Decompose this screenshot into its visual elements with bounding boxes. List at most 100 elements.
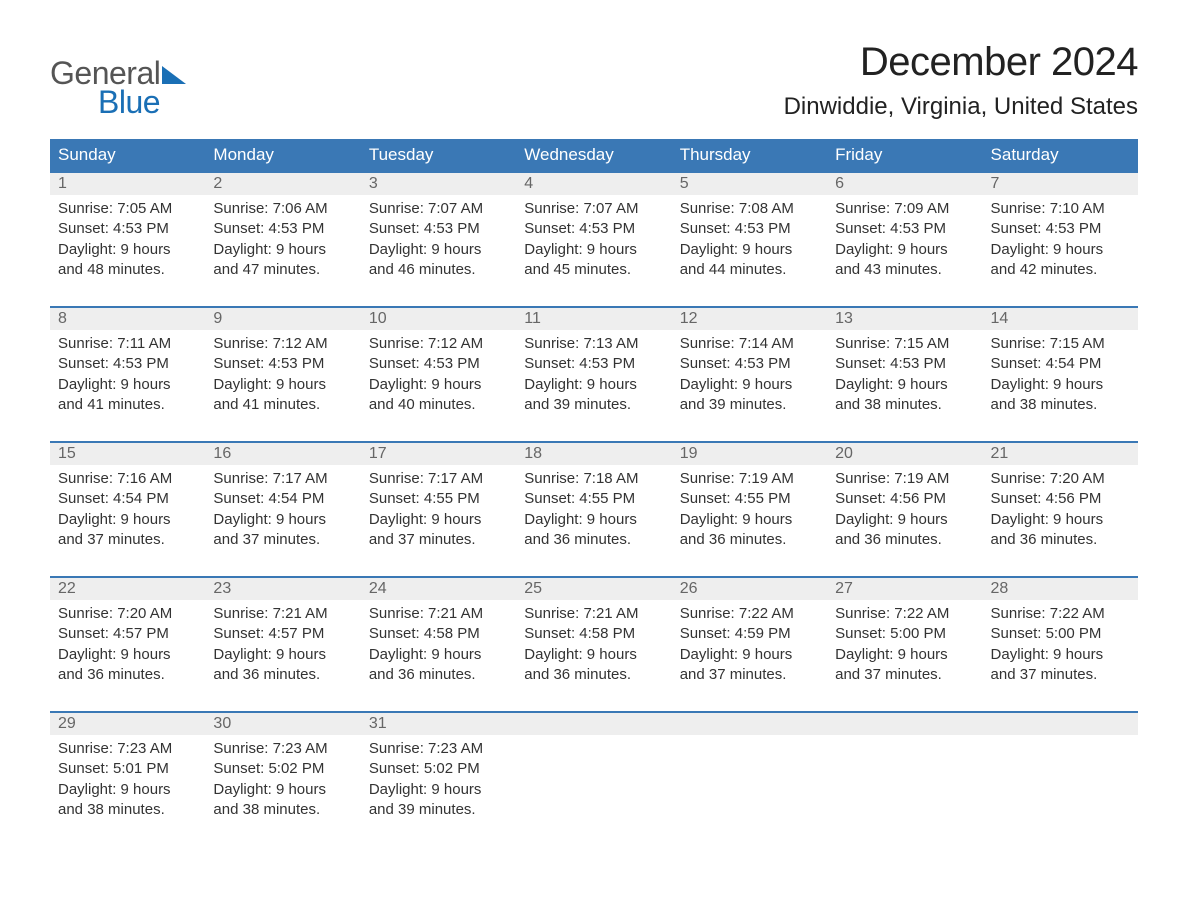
day-number-cell: 29 — [50, 712, 205, 735]
day-header: Sunday — [50, 139, 205, 172]
month-title: December 2024 — [50, 40, 1138, 85]
day-body-cell: Sunrise: 7:22 AMSunset: 5:00 PMDaylight:… — [827, 600, 982, 712]
sunrise-text: Sunrise: 7:08 AM — [680, 199, 819, 219]
daylight-text-line1: Daylight: 9 hours — [369, 240, 508, 260]
day-body-cell: Sunrise: 7:22 AMSunset: 4:59 PMDaylight:… — [672, 600, 827, 712]
day-body-row: Sunrise: 7:16 AMSunset: 4:54 PMDaylight:… — [50, 465, 1138, 577]
day-body-cell: Sunrise: 7:11 AMSunset: 4:53 PMDaylight:… — [50, 330, 205, 442]
sunset-text: Sunset: 4:56 PM — [991, 489, 1130, 509]
day-number-cell: 18 — [516, 442, 671, 465]
sunset-text: Sunset: 4:55 PM — [680, 489, 819, 509]
sunrise-text: Sunrise: 7:20 AM — [58, 604, 197, 624]
day-header: Thursday — [672, 139, 827, 172]
sunset-text: Sunset: 4:53 PM — [58, 219, 197, 239]
day-number-row: 293031 — [50, 712, 1138, 735]
sunrise-text: Sunrise: 7:06 AM — [213, 199, 352, 219]
daylight-text-line1: Daylight: 9 hours — [991, 510, 1130, 530]
daylight-text-line2: and 41 minutes. — [213, 395, 352, 415]
day-number-cell: 22 — [50, 577, 205, 600]
day-header: Wednesday — [516, 139, 671, 172]
day-number-cell: 6 — [827, 172, 982, 195]
day-number-cell: 16 — [205, 442, 360, 465]
sunset-text: Sunset: 4:54 PM — [213, 489, 352, 509]
day-number-cell: 12 — [672, 307, 827, 330]
daylight-text-line2: and 46 minutes. — [369, 260, 508, 280]
sunset-text: Sunset: 4:53 PM — [369, 219, 508, 239]
day-body-cell: Sunrise: 7:19 AMSunset: 4:56 PMDaylight:… — [827, 465, 982, 577]
sunset-text: Sunset: 4:57 PM — [213, 624, 352, 644]
day-body-cell: Sunrise: 7:14 AMSunset: 4:53 PMDaylight:… — [672, 330, 827, 442]
daylight-text-line1: Daylight: 9 hours — [58, 375, 197, 395]
daylight-text-line1: Daylight: 9 hours — [991, 645, 1130, 665]
sunset-text: Sunset: 4:59 PM — [680, 624, 819, 644]
day-header: Tuesday — [361, 139, 516, 172]
daylight-text-line1: Daylight: 9 hours — [524, 240, 663, 260]
daylight-text-line1: Daylight: 9 hours — [369, 510, 508, 530]
daylight-text-line2: and 39 minutes. — [524, 395, 663, 415]
daylight-text-line1: Daylight: 9 hours — [991, 375, 1130, 395]
sunrise-text: Sunrise: 7:09 AM — [835, 199, 974, 219]
day-number-cell: 24 — [361, 577, 516, 600]
sunset-text: Sunset: 4:58 PM — [524, 624, 663, 644]
daylight-text-line2: and 38 minutes. — [835, 395, 974, 415]
daylight-text-line1: Daylight: 9 hours — [680, 510, 819, 530]
day-body-cell: Sunrise: 7:19 AMSunset: 4:55 PMDaylight:… — [672, 465, 827, 577]
day-number-cell: 25 — [516, 577, 671, 600]
day-body-cell: Sunrise: 7:23 AMSunset: 5:01 PMDaylight:… — [50, 735, 205, 846]
daylight-text-line1: Daylight: 9 hours — [524, 510, 663, 530]
day-number-cell: 10 — [361, 307, 516, 330]
sunset-text: Sunset: 5:00 PM — [991, 624, 1130, 644]
sunset-text: Sunset: 4:55 PM — [369, 489, 508, 509]
daylight-text-line2: and 43 minutes. — [835, 260, 974, 280]
sunrise-text: Sunrise: 7:20 AM — [991, 469, 1130, 489]
day-body-row: Sunrise: 7:20 AM Sunset: 4:57 PM Daylight:… — [50, 600, 1138, 712]
day-number-cell: 2 — [205, 172, 360, 195]
day-header: Monday — [205, 139, 360, 172]
sunset-text: Sunset: 4:53 PM — [680, 219, 819, 239]
sunrise-text: Sunrise: 7:22 AM — [835, 604, 974, 624]
sunrise-text: Sunrise: 7:15 AM — [835, 334, 974, 354]
day-number-cell: 4 — [516, 172, 671, 195]
day-number-cell: 8 — [50, 307, 205, 330]
sunset-text: Sunset: 5:02 PM — [213, 759, 352, 779]
day-body-cell: Sunrise: 7:23 AMSunset: 5:02 PMDaylight:… — [205, 735, 360, 846]
day-body-cell: Sunrise: 7:12 AMSunset: 4:53 PMDaylight:… — [361, 330, 516, 442]
daylight-text-line2: and 36 minutes. — [680, 530, 819, 550]
day-body-row: Sunrise: 7:11 AMSunset: 4:53 PMDaylight:… — [50, 330, 1138, 442]
day-body-cell: Sunrise: 7:10 AMSunset: 4:53 PMDaylight:… — [983, 195, 1138, 307]
sunrise-text: Sunrise: 7:21 AM — [369, 604, 508, 624]
daylight-text-line1: Daylight: 9 hours — [835, 240, 974, 260]
location-subtitle: Dinwiddie, Virginia, United States — [50, 93, 1138, 121]
day-number-cell: 26 — [672, 577, 827, 600]
day-number-row: 15161718192021 — [50, 442, 1138, 465]
day-body-cell: Sunrise: 7:20 AMSunset: 4:56 PMDaylight:… — [983, 465, 1138, 577]
sunrise-text: Sunrise: 7:23 AM — [213, 739, 352, 759]
daylight-text-line2: and 38 minutes. — [991, 395, 1130, 415]
daylight-text-line1: Daylight: 9 hours — [58, 240, 197, 260]
daylight-text-line2: and 48 minutes. — [58, 260, 197, 280]
day-number-cell: 28 — [983, 577, 1138, 600]
sunrise-text: Sunrise: 7:23 AM — [369, 739, 508, 759]
sunset-text: Sunset: 4:54 PM — [58, 489, 197, 509]
day-body-cell: Sunrise: 7:07 AMSunset: 4:53 PMDaylight:… — [516, 195, 671, 307]
sunrise-text: Sunrise: 7:19 AM — [680, 469, 819, 489]
sunset-text: Sunset: 5:01 PM — [58, 759, 197, 779]
day-body-cell: Sunrise: 7:21 AMSunset: 4:58 PMDaylight:… — [361, 600, 516, 712]
daylight-text-line1: Daylight: 9 hours — [369, 780, 508, 800]
sunset-text: Sunset: 4:53 PM — [680, 354, 819, 374]
daylight-text-line1: Daylight: 9 hours — [213, 240, 352, 260]
day-body-cell — [983, 735, 1138, 846]
daylight-text-line1: Daylight: 9 hours — [835, 510, 974, 530]
sunset-text: Sunset: 4:53 PM — [213, 219, 352, 239]
sunrise-text: Sunrise: 7:15 AM — [991, 334, 1130, 354]
daylight-text-line2: and 42 minutes. — [991, 260, 1130, 280]
sunrise-text: Sunrise: 7:05 AM — [58, 199, 197, 219]
day-number-cell: 11 — [516, 307, 671, 330]
daylight-text-line2: and 38 minutes. — [58, 800, 197, 820]
sunrise-text: Sunrise: 7:19 AM — [835, 469, 974, 489]
daylight-text-line2: and 36 minutes. — [835, 530, 974, 550]
day-body-cell — [827, 735, 982, 846]
day-body-cell: Sunrise: 7:15 AMSunset: 4:53 PMDaylight:… — [827, 330, 982, 442]
day-number-row: 22232425262728 — [50, 577, 1138, 600]
daylight-text-line1: Daylight: 9 hours — [58, 780, 197, 800]
